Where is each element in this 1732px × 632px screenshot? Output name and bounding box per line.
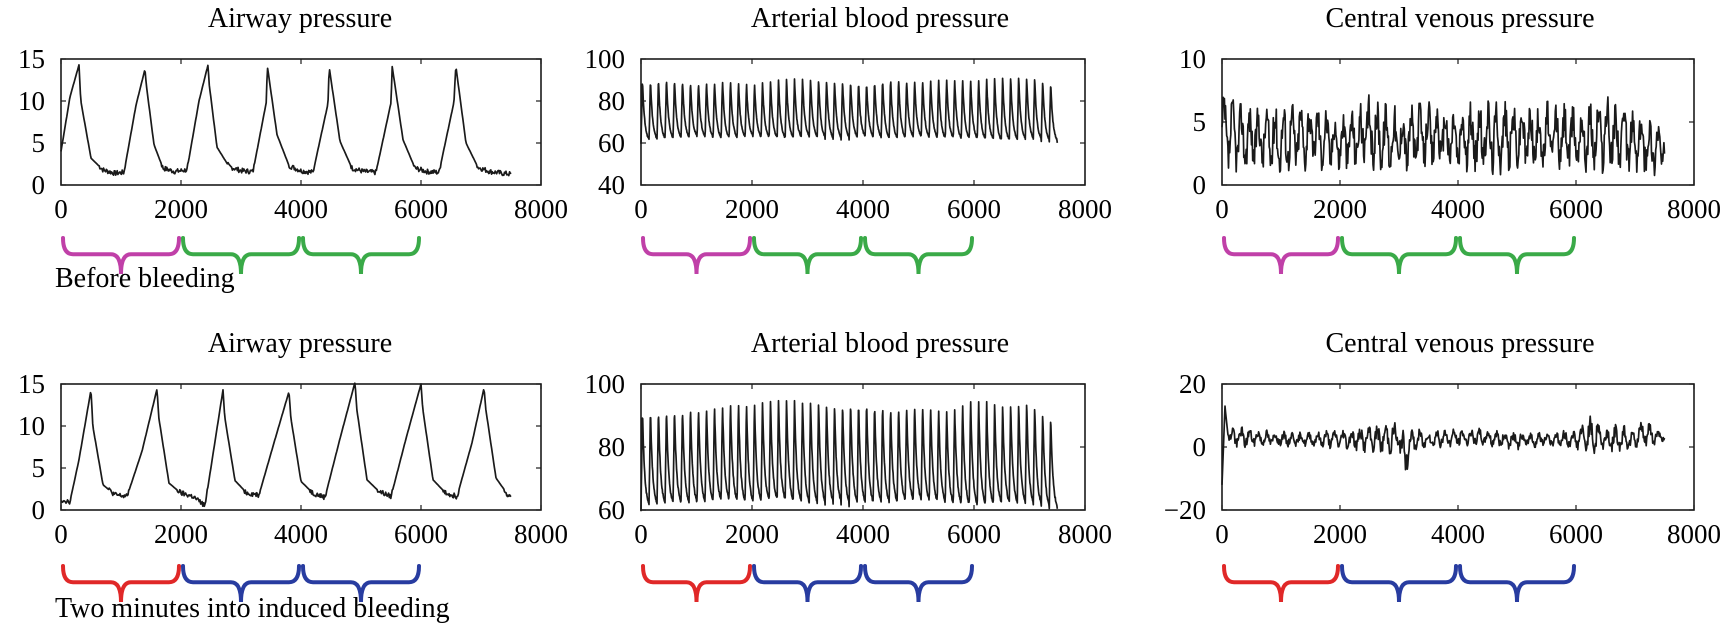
chart-title: Arterial blood pressure — [751, 3, 1009, 34]
caption-induced-bleeding: Two minutes into induced bleeding — [55, 593, 450, 624]
chart-title: Airway pressure — [208, 328, 392, 359]
y-tick-label: 40 — [598, 170, 625, 200]
chart-title: Airway pressure — [208, 3, 392, 34]
signal-trace — [1221, 405, 1666, 485]
y-tick-label: 15 — [18, 369, 45, 399]
chart-3: Central venous pressure 0 2000 4000 6000 8000… — [1179, 3, 1721, 224]
segment-brace — [1340, 564, 1458, 603]
x-tick-label: 6000 — [1549, 194, 1603, 224]
y-tick-label: 5 — [32, 128, 46, 158]
y-tick-label: 0 — [1193, 170, 1207, 200]
x-tick-label: 2000 — [1313, 194, 1367, 224]
y-tick-label: 80 — [598, 432, 625, 462]
segment-brace — [1458, 564, 1576, 603]
x-tick-label: 4000 — [274, 519, 328, 549]
chart-title: Central venous pressure — [1325, 3, 1594, 34]
segment-brace — [1222, 236, 1340, 275]
x-tick-label: 8000 — [1058, 519, 1112, 549]
segment-brace — [1458, 236, 1576, 275]
signal-trace — [60, 382, 512, 508]
x-tick-label: 6000 — [1549, 519, 1603, 549]
signal-trace — [640, 399, 1059, 512]
segment-brace — [301, 564, 421, 603]
y-tick-label: 10 — [18, 411, 45, 441]
x-tick-label: 8000 — [514, 519, 568, 549]
segment-brace — [301, 236, 421, 275]
segment-brace — [641, 564, 752, 603]
chart-5: Arterial blood pressure 0 2000 4000 6000 8000… — [585, 328, 1113, 549]
x-tick-label: 2000 — [725, 194, 779, 224]
x-tick-label: 8000 — [514, 194, 568, 224]
x-tick-label: 2000 — [1313, 519, 1367, 549]
x-tick-label: 0 — [1215, 194, 1229, 224]
segment-brace — [181, 236, 301, 275]
y-tick-label: −20 — [1164, 495, 1206, 525]
y-tick-label: 60 — [598, 495, 625, 525]
x-tick-label: 4000 — [836, 519, 890, 549]
signal-trace — [1221, 94, 1666, 177]
x-tick-label: 6000 — [947, 519, 1001, 549]
y-tick-label: 60 — [598, 128, 625, 158]
chart-title: Central venous pressure — [1325, 328, 1594, 359]
x-tick-label: 0 — [1215, 519, 1229, 549]
y-tick-label: 5 — [1193, 107, 1207, 137]
x-tick-label: 8000 — [1667, 519, 1721, 549]
chart-title: Arterial blood pressure — [751, 328, 1009, 359]
x-tick-label: 0 — [54, 194, 68, 224]
segment-brace — [641, 236, 752, 275]
x-tick-label: 2000 — [725, 519, 779, 549]
x-tick-label: 0 — [54, 519, 68, 549]
y-tick-label: 100 — [585, 44, 626, 74]
y-tick-label: 10 — [18, 86, 45, 116]
segment-brace — [181, 564, 301, 603]
chart-2: Arterial blood pressure 0 2000 4000 6000 8000… — [585, 3, 1113, 224]
x-tick-label: 8000 — [1667, 194, 1721, 224]
x-tick-label: 2000 — [154, 519, 208, 549]
chart-4: Airway pressure 0 2000 4000 6000 8000 0 5 10 15 — [18, 328, 568, 549]
x-tick-label: 4000 — [1431, 519, 1485, 549]
segment-brace — [863, 236, 974, 275]
segment-brace — [61, 236, 181, 275]
x-tick-label: 0 — [634, 519, 648, 549]
y-tick-label: 5 — [32, 453, 46, 483]
x-tick-label: 8000 — [1058, 194, 1112, 224]
x-tick-label: 6000 — [394, 519, 448, 549]
x-tick-label: 0 — [634, 194, 648, 224]
segment-brace — [863, 564, 974, 603]
chart-1: Airway pressure 0 2000 4000 6000 8000 0 5 10 15 — [18, 3, 568, 224]
y-tick-label: 100 — [585, 369, 626, 399]
y-tick-label: 10 — [1179, 44, 1206, 74]
signal-trace — [60, 64, 512, 177]
x-tick-label: 6000 — [394, 194, 448, 224]
x-tick-label: 6000 — [947, 194, 1001, 224]
y-tick-label: 0 — [1193, 432, 1207, 462]
segment-brace — [752, 236, 863, 275]
y-tick-label: 0 — [32, 170, 46, 200]
x-tick-label: 4000 — [1431, 194, 1485, 224]
chart-6: Central venous pressure 0 2000 4000 6000 8000… — [1164, 328, 1721, 549]
segment-brace — [1222, 564, 1340, 603]
y-tick-label: 0 — [32, 495, 46, 525]
x-tick-label: 4000 — [836, 194, 890, 224]
segment-brace — [1340, 236, 1458, 275]
y-tick-label: 80 — [598, 86, 625, 116]
x-tick-label: 2000 — [154, 194, 208, 224]
y-tick-label: 15 — [18, 44, 45, 74]
caption-before-bleeding: Before bleeding — [55, 263, 235, 294]
y-tick-label: 20 — [1179, 369, 1206, 399]
signal-trace — [640, 77, 1059, 144]
x-tick-label: 4000 — [274, 194, 328, 224]
segment-brace — [61, 564, 181, 603]
plot-frame — [60, 383, 542, 511]
braces-group — [61, 236, 1576, 603]
plot-frame — [1221, 383, 1695, 511]
segment-brace — [752, 564, 863, 603]
